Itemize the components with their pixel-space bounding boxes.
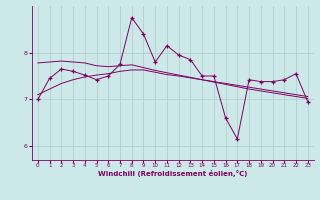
X-axis label: Windchill (Refroidissement éolien,°C): Windchill (Refroidissement éolien,°C) — [98, 170, 247, 177]
